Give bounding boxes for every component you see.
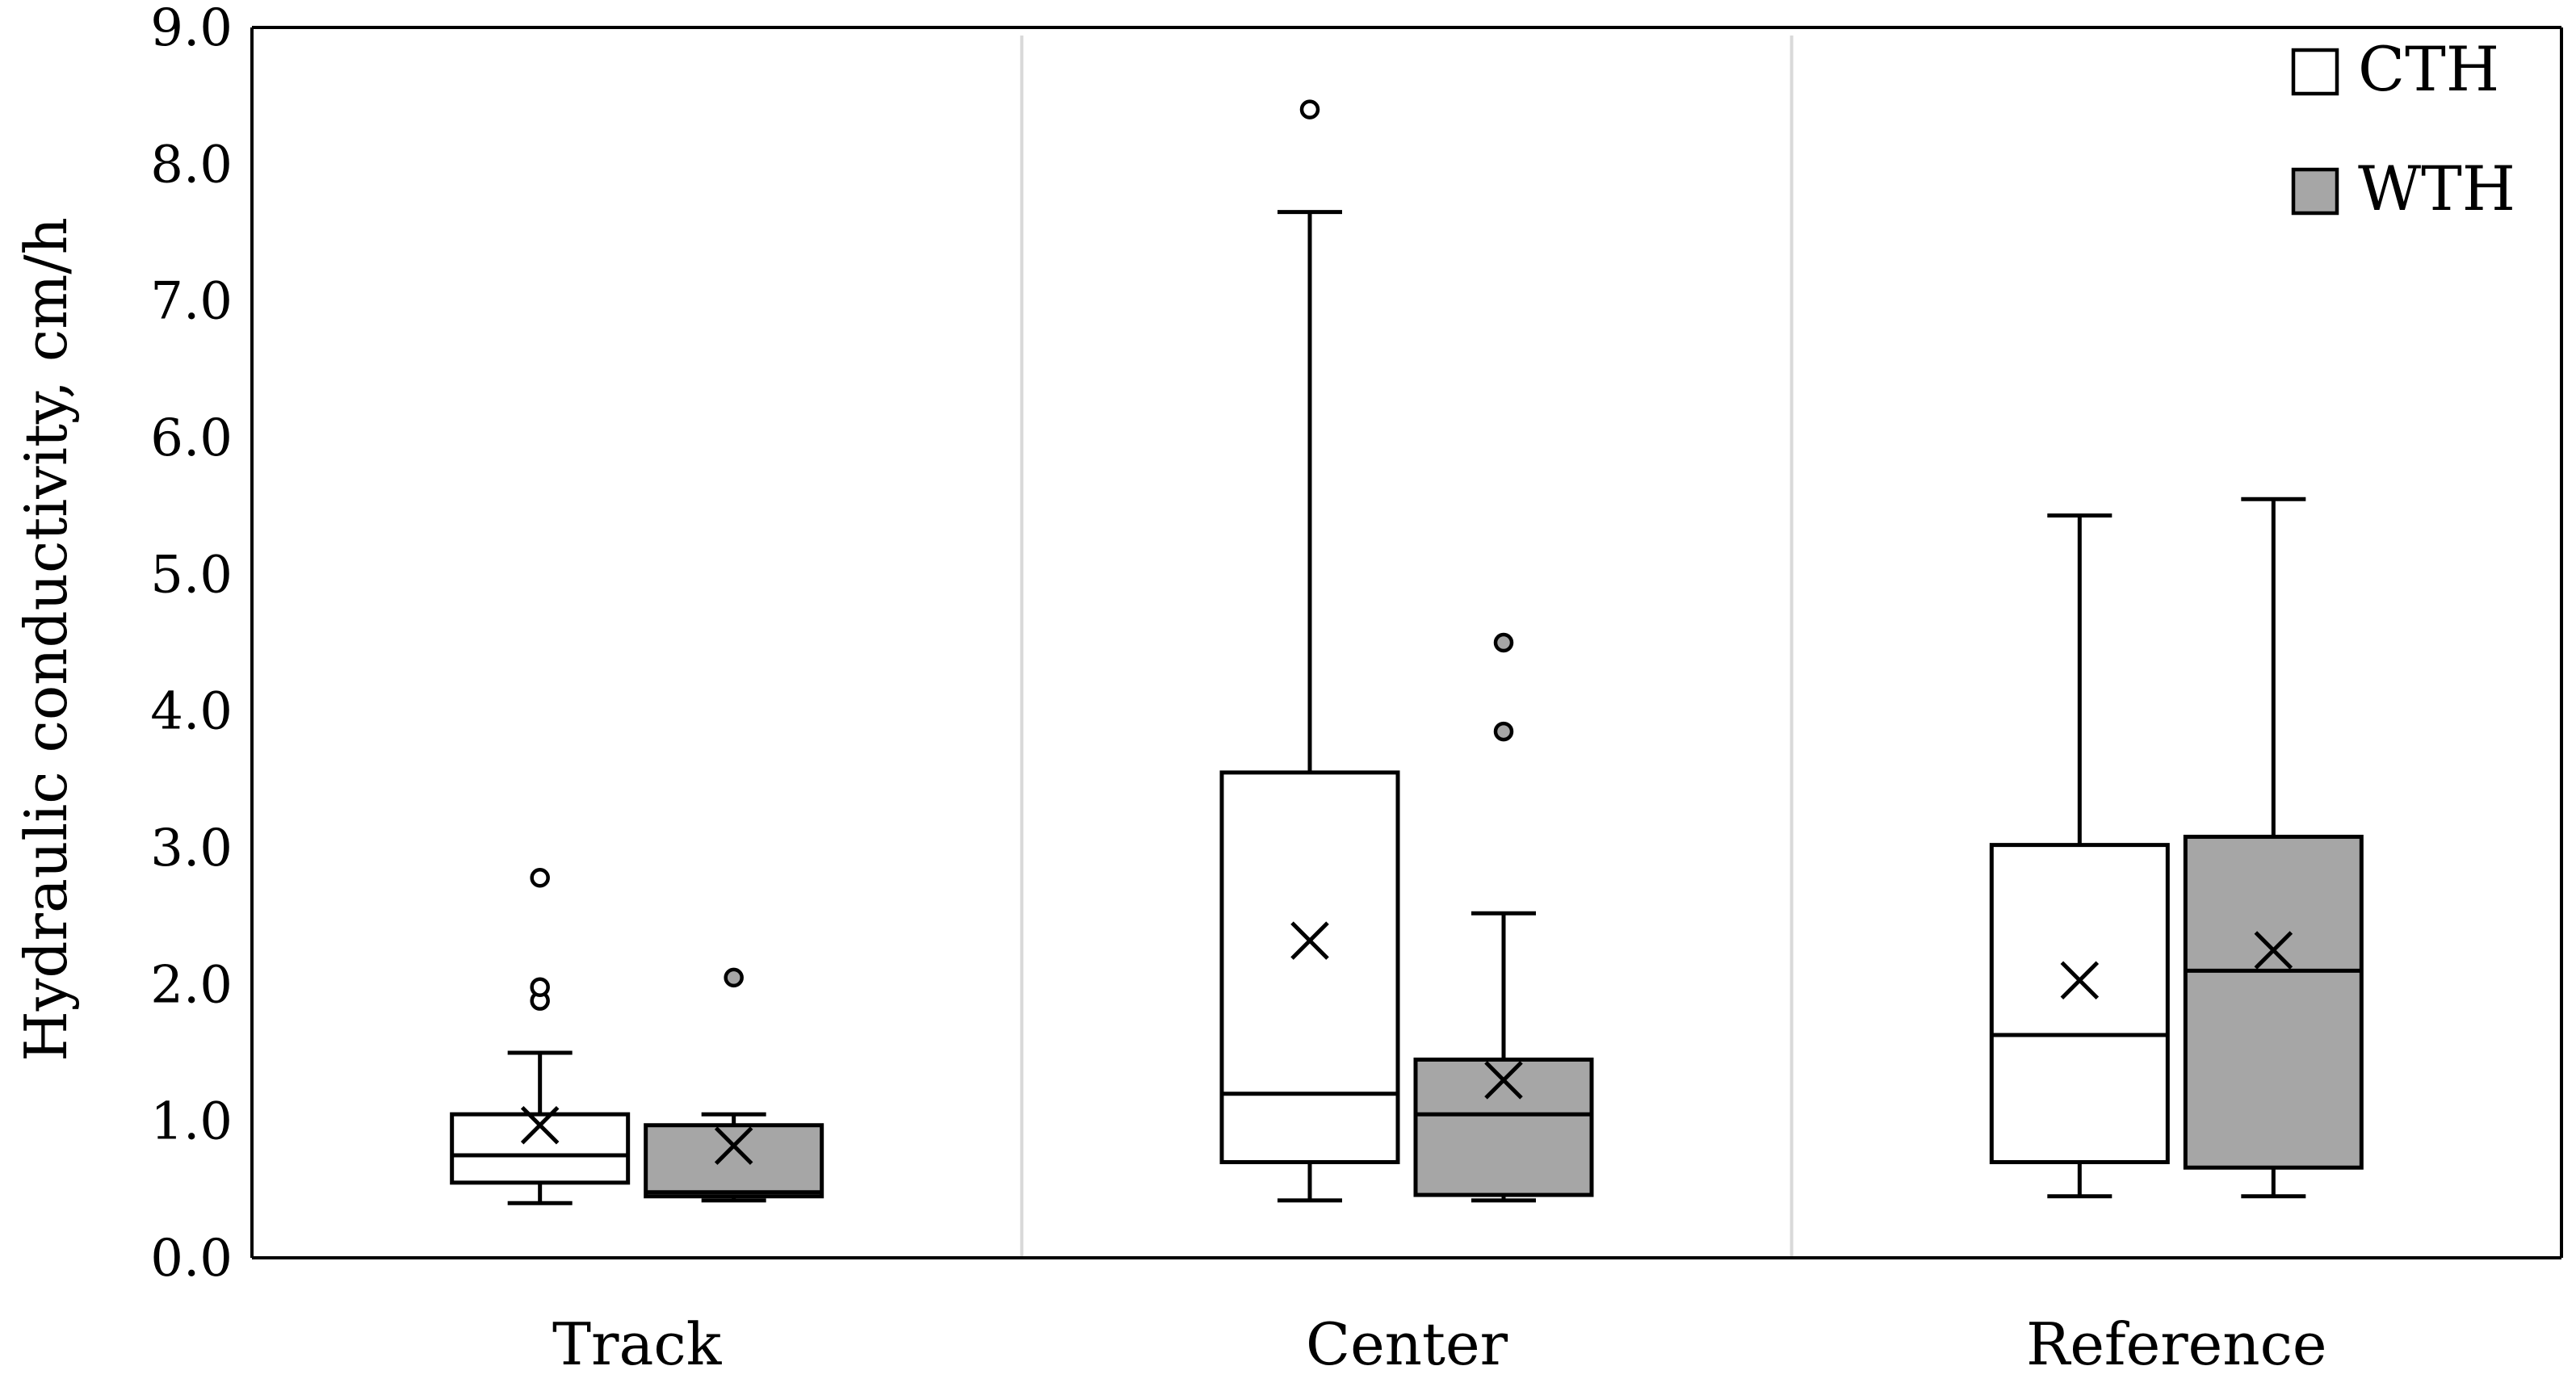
outlier-point xyxy=(530,868,550,888)
y-tick-label: 9.0 xyxy=(150,0,233,58)
box-iqr xyxy=(644,1123,824,1199)
series-cth xyxy=(450,99,2170,1205)
y-tick-label: 3.0 xyxy=(150,819,233,878)
legend-label-cth: CTH xyxy=(2358,33,2499,105)
box-wth-reference xyxy=(2183,497,2364,1199)
y-tick-label: 1.0 xyxy=(150,1092,233,1152)
box-iqr xyxy=(1989,843,2170,1164)
axes xyxy=(250,26,2563,1259)
mean-marker xyxy=(2254,931,2293,970)
y-tick-label: 8.0 xyxy=(150,135,233,195)
mean-marker xyxy=(520,1105,560,1145)
y-tick-label: 6.0 xyxy=(150,409,233,468)
y-axis-title: Hydraulic conductivity, cm/h xyxy=(12,217,80,1062)
box-plot-series xyxy=(450,99,2364,1205)
mean-marker xyxy=(1290,921,1329,960)
outlier-point xyxy=(1493,721,1514,742)
x-category-label: Track xyxy=(552,1310,723,1378)
y-tick-label: 4.0 xyxy=(150,682,233,742)
box-wth-track xyxy=(644,967,824,1203)
box-iqr xyxy=(450,1112,631,1185)
mean-marker xyxy=(2060,961,2100,1000)
box-cth-reference xyxy=(1989,513,2170,1199)
legend-label-wth: WTH xyxy=(2358,153,2515,224)
outlier-point xyxy=(724,967,744,988)
mean-marker xyxy=(1484,1061,1523,1100)
mean-marker xyxy=(714,1126,753,1165)
box-iqr xyxy=(1219,770,1400,1164)
outlier-point xyxy=(530,977,550,997)
legend: CTH WTH xyxy=(2291,33,2515,224)
series-wth xyxy=(644,497,2364,1203)
x-category-label: Reference xyxy=(2026,1310,2326,1378)
x-category-label: Center xyxy=(1306,1310,1508,1378)
box-wth-center xyxy=(1413,632,1594,1203)
y-tick-label: 7.0 xyxy=(150,272,233,332)
legend-swatch-wth xyxy=(2291,167,2339,216)
y-tick-label: 5.0 xyxy=(150,545,233,605)
panel-dividers xyxy=(1020,36,1794,1258)
y-tick-label: 0.0 xyxy=(150,1229,233,1289)
legend-swatch-cth xyxy=(2291,48,2339,96)
box-iqr xyxy=(2183,834,2364,1170)
outlier-point xyxy=(1299,99,1320,119)
outlier-point xyxy=(1493,632,1514,653)
y-tick-label: 2.0 xyxy=(150,955,233,1015)
y-axis-ticks: 0.0 1.0 2.0 3.0 4.0 5.0 6.0 7.0 8.0 9.0 xyxy=(150,0,233,1289)
box-cth-track xyxy=(450,868,631,1205)
x-axis-category-labels: Track Center Reference xyxy=(552,1310,2327,1378)
box-cth-center xyxy=(1219,99,1400,1203)
